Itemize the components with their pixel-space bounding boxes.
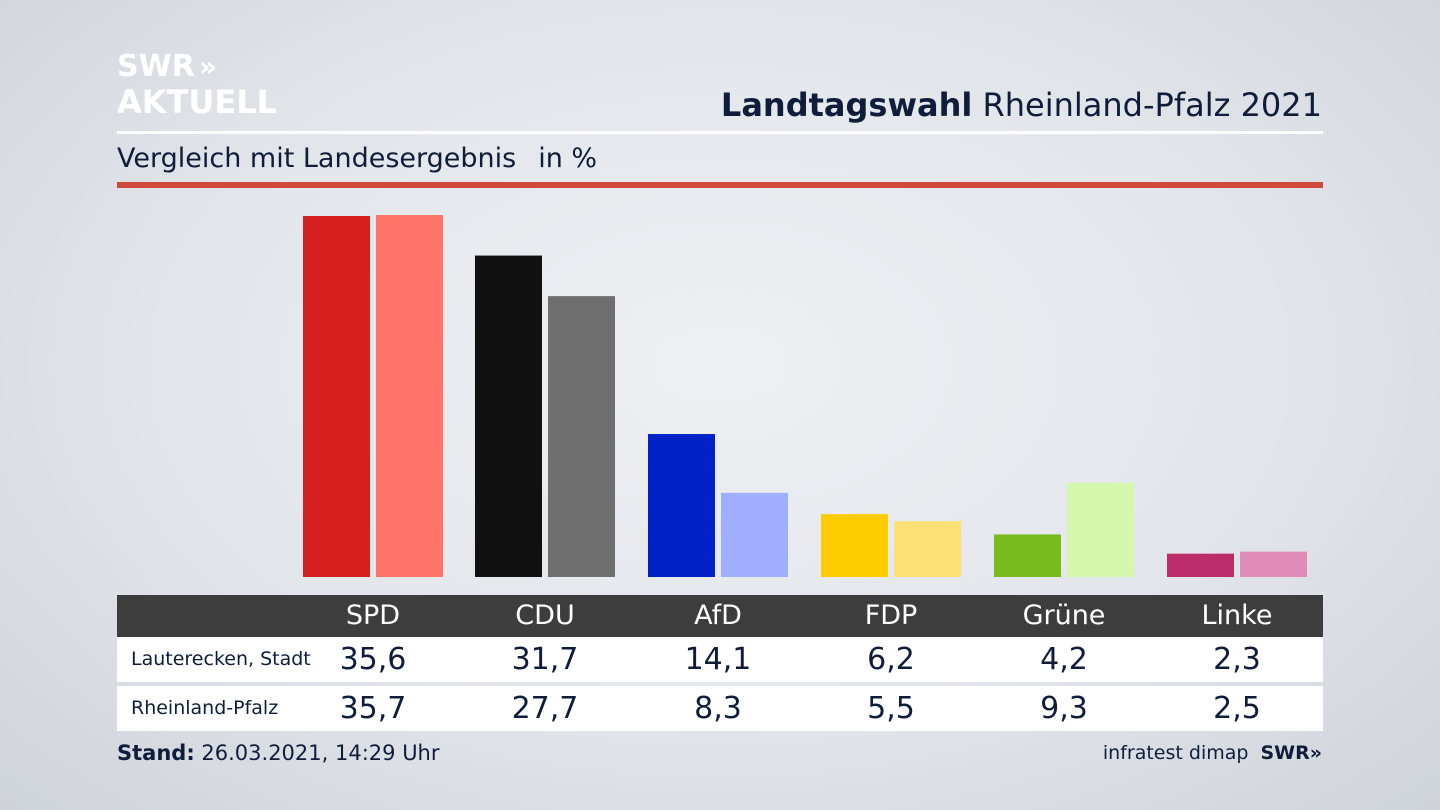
subtitle-text: Vergleich mit Landesergebnis — [117, 143, 517, 174]
row-label: Rheinland-Pfalz — [131, 697, 279, 719]
table-cell: 31,7 — [511, 642, 579, 677]
row-label: Lauterecken, Stadt — [131, 648, 311, 670]
title-rest: Rheinland-Pfalz 2021 — [982, 86, 1322, 124]
bar-afd-series-1 — [648, 434, 715, 577]
bar-cdu-series-2 — [548, 296, 615, 577]
logo-chevron-icon: » — [198, 50, 217, 83]
column-header: CDU — [515, 600, 575, 631]
column-header: SPD — [345, 600, 401, 631]
table-cell: 2,3 — [1213, 642, 1261, 677]
bar-linke-series-2 — [1240, 551, 1307, 577]
table-row: Rheinland-Pfalz 35,7 27,7 8,3 5,5 9,3 2,5 — [117, 686, 1323, 731]
bar-spd-series-2 — [376, 215, 443, 577]
logo-swr-text: SWR — [117, 49, 195, 84]
bar-grne-series-2 — [1067, 482, 1134, 577]
bar-afd-series-2 — [721, 492, 788, 577]
page-title: Landtagswahl Rheinland-Pfalz 2021 — [721, 86, 1322, 124]
table-row: Lauterecken, Stadt 35,6 31,7 14,1 6,2 4,2 2,3 — [117, 637, 1323, 682]
table-cell: 35,7 — [339, 691, 407, 726]
bar-fdp-series-1 — [821, 514, 888, 577]
swr-footer-text: SWR — [1260, 742, 1310, 764]
unit-label: in % — [538, 143, 598, 174]
bar-grne-series-1 — [994, 534, 1061, 577]
column-header: AfD — [694, 600, 742, 631]
source-text: infratest dimap — [1102, 742, 1249, 764]
table-cell: 4,2 — [1040, 642, 1088, 677]
stand-label: Stand: — [117, 741, 195, 765]
table-cell: 2,5 — [1213, 691, 1261, 726]
swr-aktuell-logo: SWR» AKTUELL — [117, 49, 278, 121]
accent-divider — [117, 182, 1323, 188]
table-cell: 8,3 — [694, 691, 742, 726]
title-bold: Landtagswahl — [720, 86, 973, 124]
table-cell: 14,1 — [684, 642, 752, 677]
table-cell: 6,2 — [867, 642, 915, 677]
bar-cdu-series-1 — [475, 255, 542, 577]
column-header: Linke — [1201, 600, 1273, 631]
table-header: SPD CDU AfD FDP Grüne Linke — [117, 595, 1323, 637]
timestamp: Stand: 26.03.2021, 14:29 Uhr — [117, 741, 440, 765]
results-table: SPD CDU AfD FDP Grüne Linke Lauterecken, Stad… — [117, 595, 1323, 731]
table-cell: 35,6 — [339, 642, 407, 677]
bar-spd-series-1 — [303, 216, 370, 577]
bar-fdp-series-2 — [894, 521, 961, 577]
bar-linke-series-1 — [1167, 553, 1234, 577]
chart-subtitle: Vergleich mit Landesergebnis in % — [117, 143, 597, 174]
source-credit: infratest dimap SWR» — [1103, 742, 1322, 764]
table-cell: 9,3 — [1040, 691, 1088, 726]
column-header: Grüne — [1022, 600, 1106, 631]
swr-footer-chevron-icon: » — [1309, 742, 1322, 764]
title-divider — [117, 131, 1323, 134]
column-header: FDP — [864, 600, 918, 631]
logo-aktuell-text: AKTUELL — [117, 83, 278, 121]
stand-value: 26.03.2021, 14:29 Uhr — [201, 741, 440, 765]
table-cell: 27,7 — [511, 691, 579, 726]
swr-footer-logo: SWR» — [1260, 742, 1322, 764]
table-cell: 5,5 — [867, 691, 915, 726]
